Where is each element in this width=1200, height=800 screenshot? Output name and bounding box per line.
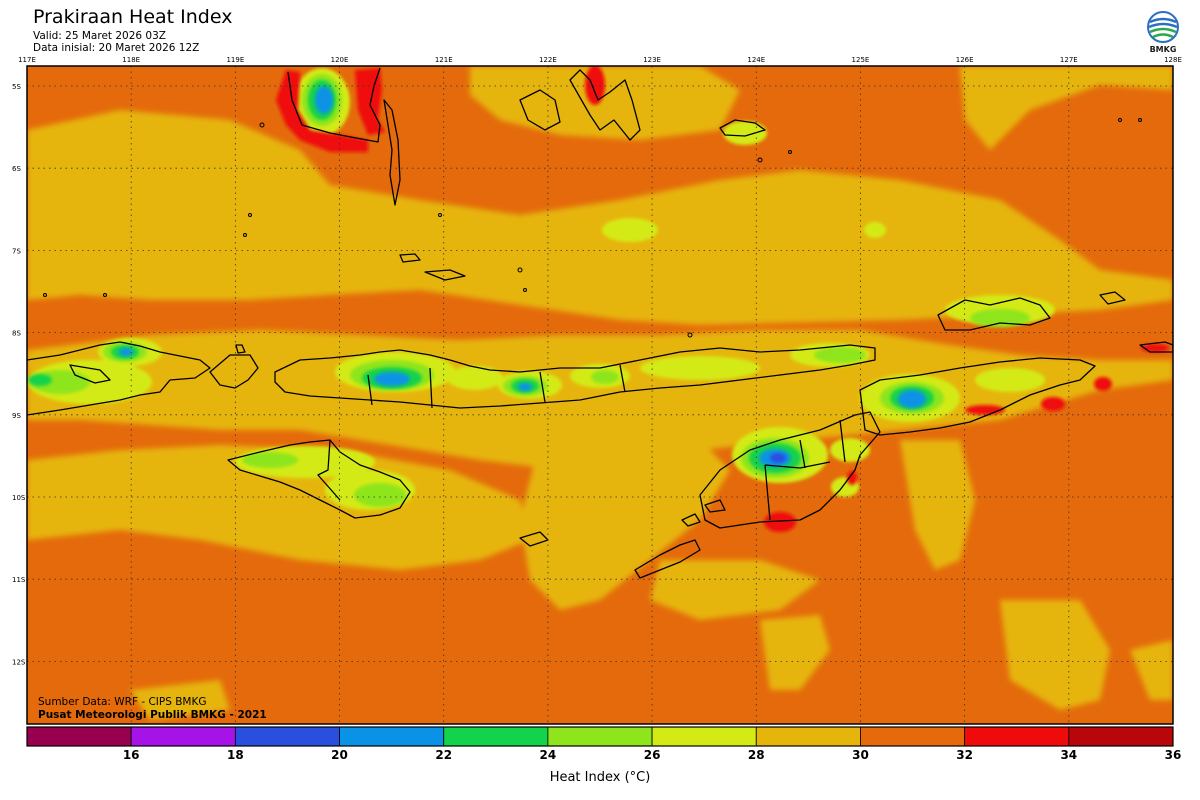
colorbar-segment bbox=[547, 726, 653, 747]
colorbar-segment bbox=[339, 726, 445, 747]
bmkg-logo: BMKG bbox=[1143, 10, 1183, 56]
publisher: Pusat Meteorologi Publik BMKG - 2021 bbox=[38, 709, 267, 721]
colorbar-tick-label: 18 bbox=[227, 748, 244, 762]
colorbar-tick-label: 26 bbox=[643, 748, 661, 762]
band-20-22 bbox=[770, 453, 786, 463]
colorbar-segment bbox=[964, 726, 1070, 747]
longitude-label: 124E bbox=[747, 56, 765, 64]
colorbar-tick-label: 22 bbox=[435, 748, 453, 762]
colorbar-tick-label: 36 bbox=[1164, 748, 1182, 762]
longitude-label: 118E bbox=[122, 56, 140, 64]
longitude-label: 117E bbox=[18, 56, 36, 64]
latitude-label: 11S bbox=[12, 576, 26, 584]
latitude-labels: 5S 6S 7S 8S 9S 10S 11S 12S bbox=[12, 83, 26, 666]
colorbar-tick-label: 16 bbox=[122, 748, 140, 762]
colorbar-segment bbox=[1068, 726, 1174, 747]
latitude-label: 8S bbox=[12, 330, 21, 338]
longitude-label: 121E bbox=[435, 56, 453, 64]
colorbar bbox=[26, 726, 1174, 747]
longitude-label: 126E bbox=[956, 56, 974, 64]
chart-title: Prakiraan Heat Index bbox=[33, 6, 233, 28]
init-time: Data inisial: 20 Maret 2026 12Z bbox=[33, 42, 200, 54]
longitude-label: 119E bbox=[226, 56, 244, 64]
longitude-labels: 117E 118E 119E 120E 121E 122E 123E 124E 125E 126E… bbox=[18, 56, 1182, 64]
colorbar-tick-label: 28 bbox=[747, 748, 765, 762]
colorbar-segment bbox=[755, 726, 861, 747]
longitude-label: 125E bbox=[852, 56, 870, 64]
colorbar-segment bbox=[26, 726, 132, 747]
grid-lines bbox=[27, 66, 1173, 724]
latitude-label: 7S bbox=[12, 247, 21, 255]
map-frame bbox=[26, 65, 1174, 725]
longitude-label: 128E bbox=[1164, 56, 1182, 64]
logo-text: BMKG bbox=[1149, 45, 1177, 54]
valid-time: Valid: 25 Maret 2026 03Z bbox=[33, 30, 166, 42]
coastlines bbox=[27, 67, 1173, 579]
colorbar-tick-label: 20 bbox=[331, 748, 348, 762]
longitude-label: 127E bbox=[1060, 56, 1078, 64]
small-islands bbox=[43, 118, 1142, 338]
colorbar-segment bbox=[860, 726, 966, 747]
longitude-label: 122E bbox=[539, 56, 557, 64]
colorbar-segment bbox=[130, 726, 236, 747]
latitude-label: 10S bbox=[12, 494, 26, 502]
band-34-36 bbox=[276, 66, 1169, 532]
colorbar-tick-label: 24 bbox=[539, 748, 557, 762]
colorbar-segment bbox=[234, 726, 340, 747]
colorbar-frame bbox=[26, 726, 1174, 747]
colorbar-segment bbox=[651, 726, 757, 747]
colorbar-title: Heat Index (°C) bbox=[549, 770, 651, 785]
band-22-24 bbox=[119, 86, 926, 467]
latitude-label: 12S bbox=[12, 658, 26, 666]
latitude-label: 5S bbox=[12, 83, 21, 91]
colorbar-segment bbox=[443, 726, 549, 747]
colorbar-tick-label: 30 bbox=[852, 748, 869, 762]
latitude-label: 6S bbox=[12, 165, 21, 173]
band-30-32 bbox=[27, 66, 1173, 720]
longitude-label: 123E bbox=[643, 56, 661, 64]
data-source: Sumber Data: WRF - CIPS BMKG bbox=[38, 696, 207, 708]
colorbar-tick-label: 34 bbox=[1060, 748, 1078, 762]
longitude-label: 120E bbox=[331, 56, 349, 64]
bmkg-emblem-icon bbox=[1147, 11, 1179, 43]
heat-index-field bbox=[27, 66, 1173, 724]
colorbar-tick-label: 32 bbox=[956, 748, 973, 762]
latitude-label: 9S bbox=[12, 412, 21, 420]
